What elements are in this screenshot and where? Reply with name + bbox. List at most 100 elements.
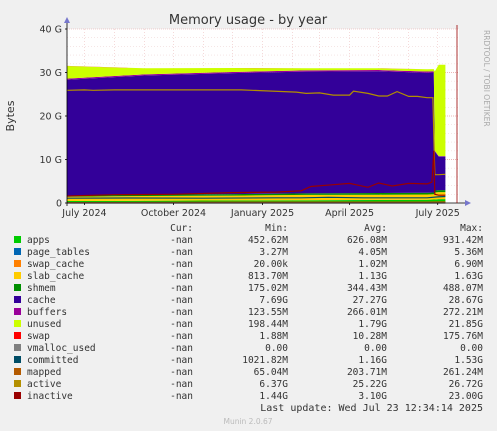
y-tick-label: 30 G [40, 68, 62, 79]
last-update-text: Last update: Wed Jul 23 12:34:14 2025 [260, 403, 483, 414]
legend-min: 0.00 [265, 343, 288, 354]
legend-cur: -nan [170, 331, 193, 342]
line-inactive [66, 150, 446, 197]
legend-row: mapped -nan 65.04M 203.71M 261.24M [14, 367, 483, 378]
x-tick-label: October 2024 [141, 208, 206, 219]
legend-cur: -nan [170, 319, 193, 330]
legend-name: page_tables [27, 247, 90, 258]
legend-max: 6.90M [454, 259, 483, 270]
stacked-areas [67, 64, 446, 203]
legend-name: swap_cache [27, 259, 84, 270]
line-active [66, 89, 446, 176]
legend-row: swap_cache -nan 20.00k 1.02M 6.90M [14, 259, 483, 270]
legend-swatch [14, 248, 21, 255]
area-slab-cache [67, 192, 446, 201]
legend-avg: 1.02M [358, 259, 387, 270]
legend-cur: -nan [170, 247, 193, 258]
x-tick-label: January 2025 [230, 208, 294, 219]
legend-min: 7.69G [259, 295, 288, 306]
legend-cur: -nan [170, 367, 193, 378]
legend-min: 813.70M [248, 271, 288, 282]
legend-header-min: Min: [265, 223, 288, 234]
legend-name: cache [27, 295, 56, 306]
legend-min: 65.04M [254, 367, 289, 378]
legend-name: committed [27, 355, 78, 366]
legend-avg: 626.08M [347, 235, 387, 246]
legend-max: 26.72G [449, 379, 484, 390]
legend-header-cur: Cur: [170, 223, 193, 234]
area-cache [67, 71, 446, 196]
legend-min: 198.44M [248, 319, 288, 330]
legend-max: 0.00 [460, 343, 483, 354]
line-mapped [66, 201, 446, 204]
legend-avg: 1.16G [358, 355, 387, 366]
legend-row: slab_cache -nan 813.70M 1.13G 1.63G [14, 271, 483, 282]
area-unused [67, 64, 446, 157]
legend-name: inactive [27, 391, 73, 402]
legend-cur: -nan [170, 271, 193, 282]
legend-avg: 25.22G [353, 379, 388, 390]
legend-name: shmem [27, 283, 56, 294]
legend-row: apps -nan 452.62M 626.08M 931.42M [14, 235, 483, 246]
legend-name: mapped [27, 367, 61, 378]
legend-header-avg: Avg: [364, 223, 387, 234]
legend-name: unused [27, 319, 61, 330]
legend-swatch [14, 284, 21, 291]
x-axis-arrow [465, 200, 471, 206]
y-axis-arrow [64, 17, 70, 23]
legend-min: 123.55M [248, 307, 288, 318]
legend-max: 488.07M [443, 283, 483, 294]
legend-cur: -nan [170, 343, 193, 354]
legend-cur: -nan [170, 391, 193, 402]
legend-min: 6.37G [259, 379, 288, 390]
legend-avg: 344.43M [347, 283, 387, 294]
legend-max: 28.67G [449, 295, 484, 306]
legend-avg: 266.01M [347, 307, 387, 318]
legend-cur: -nan [170, 283, 193, 294]
legend-swatch [14, 296, 21, 303]
legend-cur: -nan [170, 307, 193, 318]
legend-name: slab_cache [27, 271, 84, 282]
legend-swatch [14, 320, 21, 327]
x-tick-label: July 2025 [415, 208, 460, 219]
legend-swatch [14, 392, 21, 399]
legend-row: vmalloc_used -nan 0.00 0.00 0.00 [14, 343, 483, 354]
legend-swatch [14, 356, 21, 363]
legend-avg: 27.27G [353, 295, 388, 306]
y-axis-label: Bytes [4, 100, 17, 131]
legend-avg: 0.00 [364, 343, 387, 354]
legend-min: 3.27M [259, 247, 288, 258]
x-tick-label: July 2024 [61, 208, 106, 219]
legend-swatch [14, 368, 21, 375]
legend-min: 1.44G [259, 391, 288, 402]
y-tick-label: 0 [56, 199, 62, 210]
legend-min: 175.02M [248, 283, 288, 294]
legend-min: 1.88M [259, 331, 288, 342]
legend-row: shmem -nan 175.02M 344.43M 488.07M [14, 283, 483, 294]
legend-header-max: Max: [460, 223, 483, 234]
legend-name: vmalloc_used [27, 343, 96, 354]
legend-swatch [14, 332, 21, 339]
legend-avg: 10.28M [353, 331, 388, 342]
legend-swatch [14, 344, 21, 351]
legend-avg: 3.10G [358, 391, 387, 402]
legend-swatch [14, 236, 21, 243]
legend-max: 931.42M [443, 235, 483, 246]
legend-max: 21.85G [449, 319, 484, 330]
legend-swatch [14, 308, 21, 315]
legend-row: inactive -nan 1.44G 3.10G 23.00G [14, 391, 483, 402]
area-shmem [67, 190, 446, 197]
legend-avg: 4.05M [358, 247, 387, 258]
side-label: RRDTOOL / TOBI OETIKER [482, 30, 491, 127]
legend-name: buffers [27, 307, 67, 318]
legend-cur: -nan [170, 295, 193, 306]
legend-row: buffers -nan 123.55M 266.01M 272.21M [14, 307, 483, 318]
legend-cur: -nan [170, 259, 193, 270]
legend-row: cache -nan 7.69G 27.27G 28.67G [14, 295, 483, 306]
legend-name: active [27, 379, 62, 390]
legend-row: unused -nan 198.44M 1.79G 21.85G [14, 319, 483, 330]
legend-max: 1.53G [454, 355, 483, 366]
y-tick-label: 10 G [40, 155, 62, 166]
legend-max: 23.00G [449, 391, 484, 402]
